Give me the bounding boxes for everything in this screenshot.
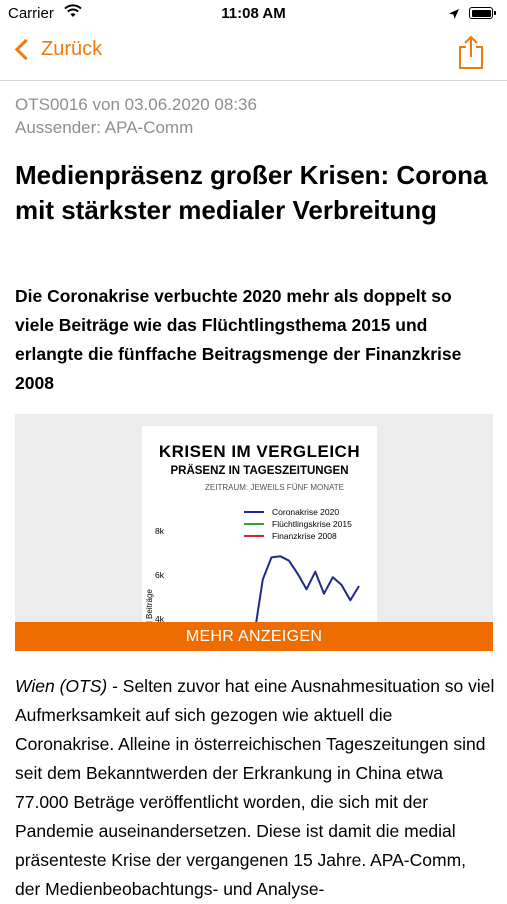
chart-subtitle: PRÄSENZ IN TAGESZEITUNGEN — [170, 465, 349, 477]
body-text: - Selten zuvor hat eine Ausnahmesituatio… — [15, 676, 495, 899]
more-button[interactable]: MEHR ANZEIGEN — [15, 622, 493, 651]
share-icon[interactable] — [456, 34, 486, 70]
sender: Aussender: APA-Comm — [15, 118, 194, 137]
article-meta: OTS0016 von 03.06.2020 08:36 Aussender: … — [15, 93, 257, 139]
dateline: Wien (OTS) — [15, 676, 108, 696]
chevron-left-icon — [14, 38, 37, 61]
y-tick-label: 4k — [155, 614, 164, 624]
legend-swatch — [244, 523, 264, 525]
series-line — [253, 555, 360, 636]
chart-legend: Coronakrise 2020 Flüchtlingskrise 2015 Fin… — [244, 506, 352, 542]
legend-label: Finanzkrise 2008 — [272, 531, 337, 541]
chart-poster: KRISEN IM VERGLEICH PRÄSENZ IN TAGESZEIT… — [142, 426, 377, 636]
clock: 11:08 AM — [221, 5, 286, 22]
battery-icon — [469, 7, 496, 19]
article-lead: Die Coronakrise verbuchte 2020 mehr als … — [15, 286, 462, 393]
article-body: Wien (OTS) - Selten zuvor hat eine Ausna… — [15, 672, 495, 904]
chart-title: KRISEN IM VERGLEICH — [158, 442, 361, 461]
navigation-bar: Zurück — [0, 28, 507, 81]
legend-label: Coronakrise 2020 — [272, 507, 340, 517]
legend-item: Finanzkrise 2008 — [244, 530, 352, 542]
legend-item: Coronakrise 2020 — [244, 506, 352, 518]
y-tick-label: 8k — [155, 526, 164, 536]
wifi-icon — [64, 4, 82, 17]
back-label: Zurück — [41, 38, 103, 60]
legend-swatch — [244, 511, 264, 513]
back-button[interactable]: Zurück — [14, 38, 102, 61]
carrier-label: Carrier — [8, 5, 54, 22]
location-arrow-icon — [449, 9, 459, 19]
legend-item: Flüchtlingskrise 2015 — [244, 518, 352, 530]
chart-plot — [253, 555, 360, 636]
legend-swatch — [244, 535, 264, 537]
release-id: OTS0016 von 03.06.2020 08:36 — [15, 95, 257, 114]
y-tick-label: 6k — [155, 570, 164, 580]
legend-label: Flüchtlingskrise 2015 — [272, 519, 352, 529]
article-title: Medienpräsenz großer Krisen: Corona mit … — [15, 160, 488, 225]
status-bar: Carrier 11:08 AM — [0, 0, 507, 28]
article-image[interactable]: KRISEN IM VERGLEICH PRÄSENZ IN TAGESZEIT… — [15, 414, 493, 651]
chart-range: ZEITRAUM: JEWEILS FÜNF MONATE — [205, 483, 344, 492]
